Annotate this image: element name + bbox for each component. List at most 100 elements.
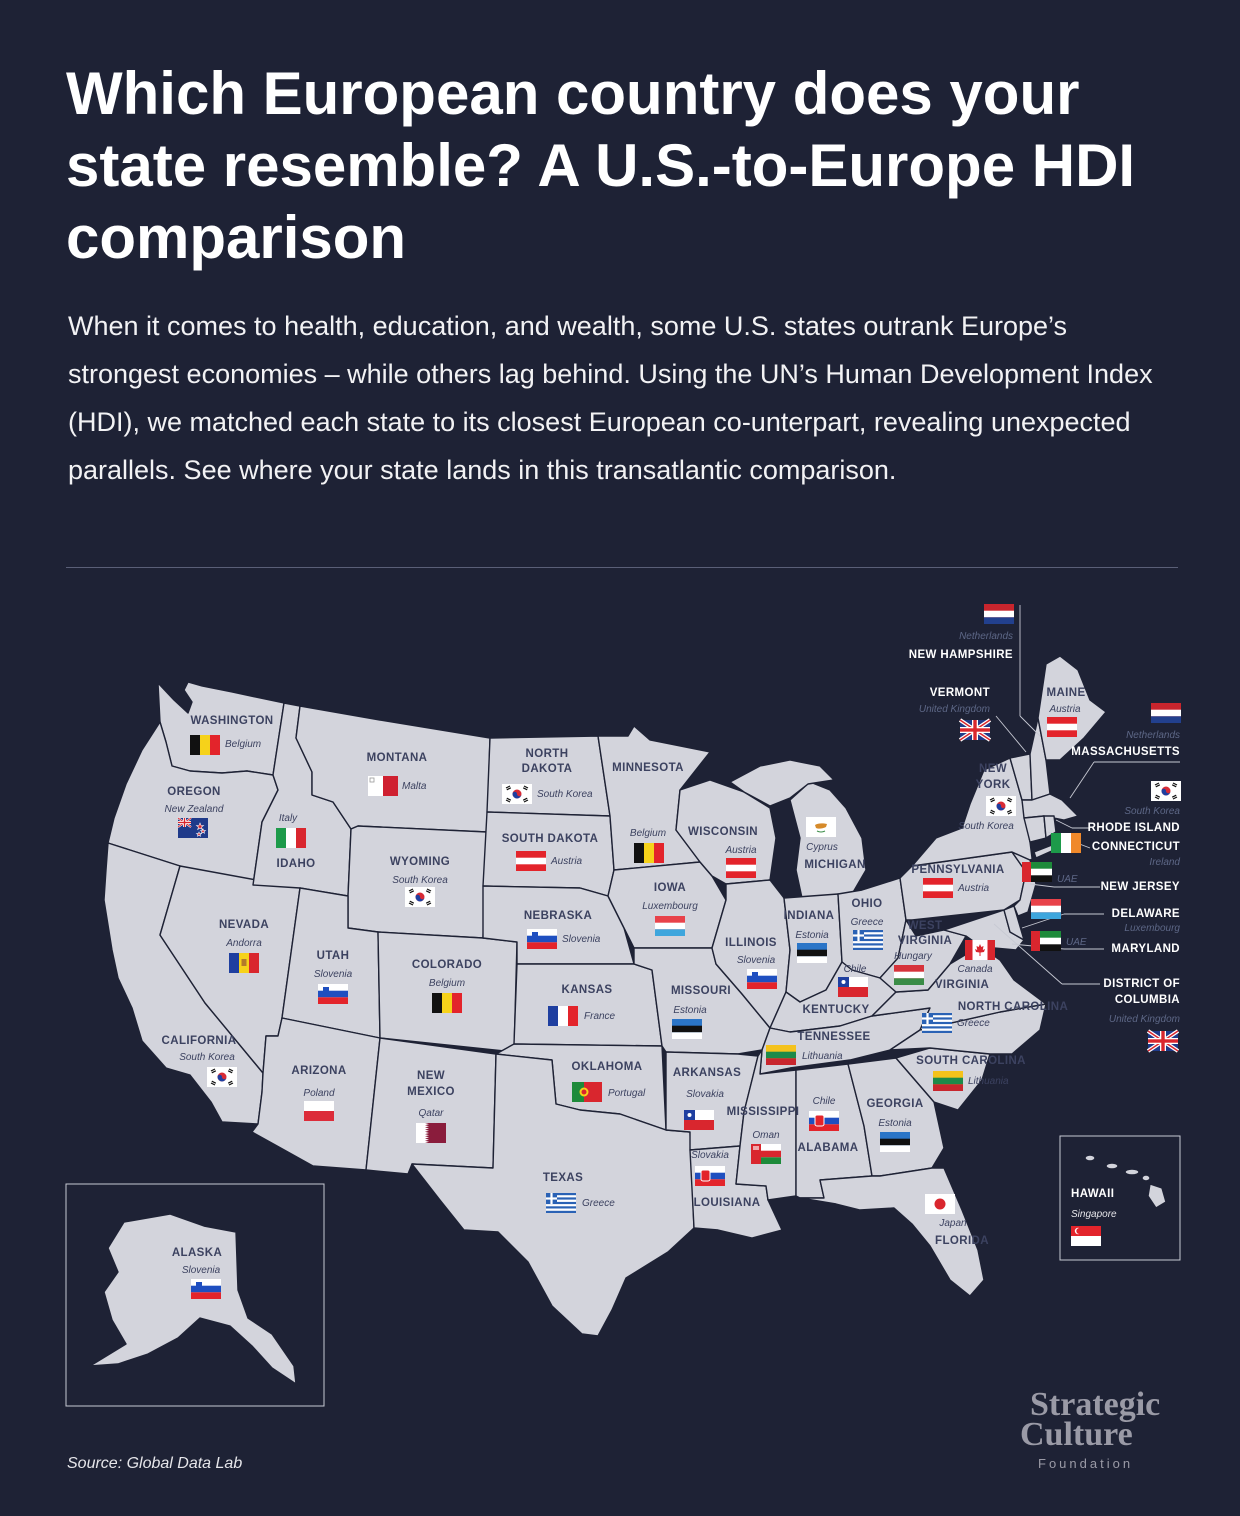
country-minnesota: Belgium — [630, 828, 666, 839]
label-vermont: VERMONT — [930, 687, 990, 699]
country-idaho: Italy — [279, 813, 298, 824]
state-hawaii[interactable] — [1084, 1154, 1167, 1209]
label-illinois: ILLINOIS — [725, 937, 777, 949]
flag-austria — [923, 878, 953, 898]
flag-malta — [367, 775, 399, 797]
label-wyoming: WYOMING — [390, 856, 450, 868]
country-california: South Korea — [179, 1052, 235, 1063]
country-colorado: Belgium — [429, 978, 465, 989]
country-kansas: France — [584, 1011, 616, 1022]
country-alabama: Chile — [813, 1096, 836, 1107]
flag-netherlands — [984, 604, 1014, 624]
country-north-dakota: South Korea — [537, 789, 593, 800]
flag-slovakia — [808, 1110, 840, 1132]
flag-france — [548, 1006, 578, 1026]
label-tennessee: TENNESSEE — [797, 1031, 870, 1043]
flag-lithuania — [766, 1045, 796, 1065]
label-iowa: IOWA — [654, 882, 686, 894]
country-florida: Japan — [938, 1218, 967, 1229]
country-georgia: Estonia — [878, 1118, 912, 1129]
flag-united-kingdom — [1146, 1029, 1180, 1053]
label-idaho: IDAHO — [276, 858, 315, 870]
country-south-carolina: Lithuania — [968, 1076, 1009, 1087]
label-washington: WASHINGTON — [190, 715, 273, 727]
label-california: CALIFORNIA — [162, 1035, 237, 1047]
flag-andorra — [229, 953, 259, 973]
state-new-hampshire[interactable] — [1029, 717, 1051, 801]
state-michigan[interactable] — [789, 781, 867, 899]
flag-austria — [726, 858, 756, 878]
label-kansas: KANSAS — [562, 984, 613, 996]
country-texas: Greece — [582, 1198, 615, 1209]
label-new-york-2: YORK — [976, 779, 1011, 791]
label-north-dakota-1: NORTH — [526, 748, 569, 760]
flag-slovenia — [747, 969, 777, 989]
flag-hungary — [894, 965, 924, 985]
label-north-dakota-2: DAKOTA — [522, 763, 573, 775]
flag-estonia — [880, 1132, 910, 1152]
divider — [66, 567, 1178, 568]
country-arkansas: Slovakia — [686, 1089, 724, 1100]
state-rhode-island[interactable] — [1043, 815, 1057, 839]
label-wisconsin: WISCONSIN — [688, 826, 758, 838]
strategic-culture-logo: Strategic Culture Foundation — [1016, 1382, 1186, 1482]
state-washington[interactable] — [157, 681, 285, 776]
country-vermont: United Kingdom — [919, 704, 990, 715]
country-michigan: Cyprus — [806, 842, 838, 853]
label-arizona: ARIZONA — [291, 1065, 346, 1077]
label-minnesota: MINNESOTA — [612, 762, 684, 774]
country-delaware: Luxembourg — [1124, 923, 1180, 934]
country-montana: Malta — [402, 781, 427, 792]
flag-uae — [1022, 862, 1052, 882]
flag-greece — [922, 1013, 952, 1033]
hawaii-inset-frame — [1059, 1135, 1181, 1261]
state-alaska[interactable] — [89, 1213, 297, 1385]
flag-estonia — [672, 1019, 702, 1039]
flag-belgium — [432, 993, 462, 1013]
state-kansas[interactable] — [513, 963, 663, 1047]
flag-canada — [965, 940, 995, 960]
country-maine: Austria — [1048, 704, 1081, 715]
country-north-carolina: Greece — [957, 1018, 990, 1029]
flag-slovenia — [191, 1279, 221, 1299]
flag-uae — [1031, 931, 1061, 951]
flag-netherlands — [1151, 703, 1181, 723]
flag-south-korea — [1150, 780, 1182, 802]
label-south-carolina: SOUTH CAROLINA — [916, 1055, 1026, 1067]
country-washington: Belgium — [225, 739, 261, 750]
country-indiana: Estonia — [795, 930, 829, 941]
flag-slovenia — [527, 929, 557, 949]
country-west-virginia: Hungary — [894, 951, 933, 962]
country-missouri: Estonia — [673, 1005, 707, 1016]
label-pennsylvania: PENNSYLVANIA — [911, 864, 1004, 876]
state-delaware[interactable] — [1003, 905, 1025, 941]
country-oklahoma: Portugal — [608, 1088, 646, 1099]
country-alaska: Slovenia — [182, 1265, 221, 1276]
flag-belgium — [190, 735, 220, 755]
label-new-york-1: NEW — [979, 763, 1007, 775]
label-west-virginia-1: WEST — [908, 920, 943, 932]
label-new-hampshire: NEW HAMPSHIRE — [909, 649, 1013, 661]
flag-estonia — [797, 943, 827, 963]
state-south-dakota[interactable] — [482, 811, 615, 897]
country-massachusetts: Netherlands — [1126, 730, 1180, 741]
flag-austria — [1047, 717, 1077, 737]
state-florida[interactable] — [799, 1167, 985, 1297]
label-louisiana: LOUISIANA — [694, 1197, 761, 1209]
logo-line2: Culture — [1020, 1416, 1133, 1453]
country-new-hampshire: Netherlands — [959, 631, 1013, 642]
state-new-mexico[interactable] — [365, 1037, 497, 1175]
country-rhode-island: South Korea — [1124, 806, 1180, 817]
label-kentucky: KENTUCKY — [802, 1004, 869, 1016]
label-nebraska: NEBRASKA — [524, 910, 592, 922]
label-alabama: ALABAMA — [798, 1142, 859, 1154]
logo-line1: Strategic — [1030, 1386, 1161, 1423]
label-dc-2: COLUMBIA — [1115, 994, 1180, 1006]
state-labels: WASHINGTON Belgium OREGON New Zealand It… — [162, 604, 1182, 1299]
country-pennsylvania: Austria — [957, 883, 990, 894]
state-colorado[interactable] — [377, 931, 518, 1053]
flag-japan — [925, 1194, 955, 1214]
label-missouri: MISSOURI — [671, 985, 731, 997]
flag-poland — [304, 1101, 334, 1121]
country-maryland: UAE — [1066, 937, 1087, 948]
